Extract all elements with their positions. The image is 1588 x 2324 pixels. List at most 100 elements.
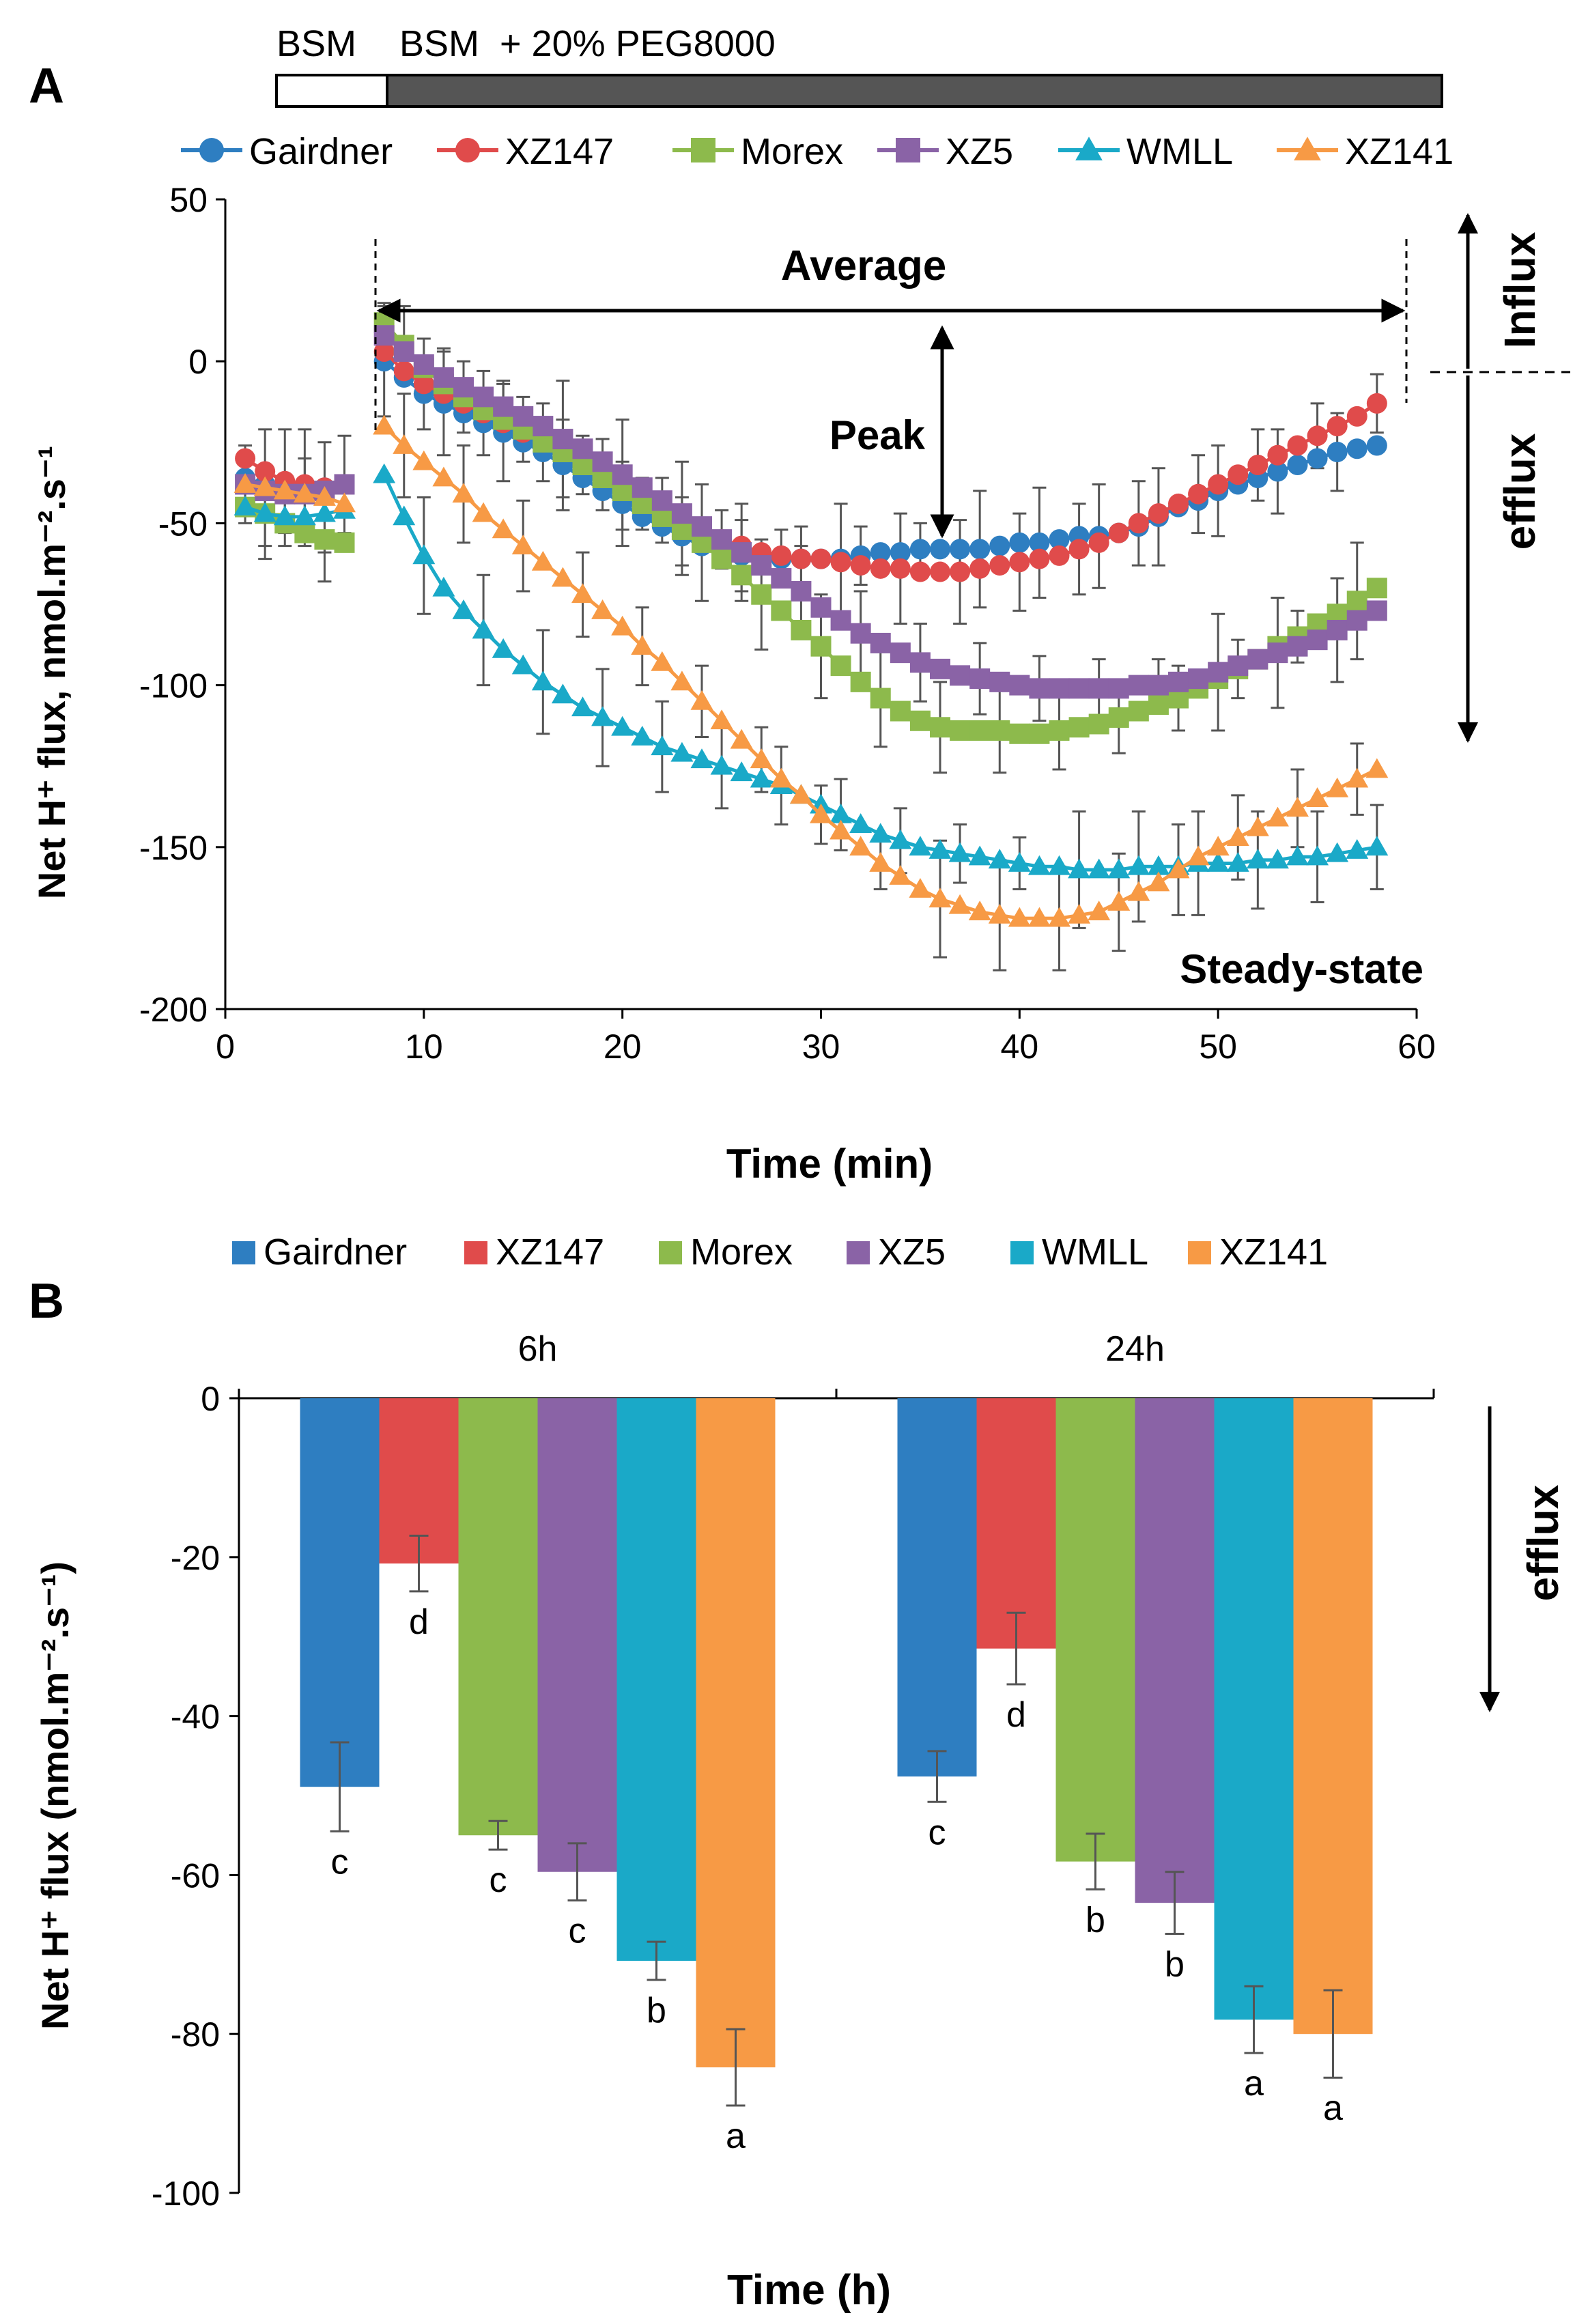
data-point-xz5 <box>473 386 494 408</box>
data-point-morex <box>930 717 950 738</box>
data-point-xz5 <box>1188 668 1209 690</box>
y-tick-label-a: -150 <box>139 829 208 867</box>
data-point-xz141 <box>591 599 614 619</box>
data-point-wmll <box>1266 849 1289 869</box>
data-point-xz141 <box>1048 907 1071 927</box>
data-point-xz141 <box>511 535 535 554</box>
series-xz5 <box>235 325 1387 699</box>
legend-b-swatch-xz141 <box>1188 1241 1211 1264</box>
legend-a-marker-xz147 <box>455 138 480 162</box>
data-point-xz5 <box>651 490 672 511</box>
data-point-wmll <box>1008 852 1031 872</box>
legend-a-marker-wmll <box>1075 137 1103 160</box>
data-point-xz141 <box>373 414 396 435</box>
data-point-xz141 <box>1346 767 1369 788</box>
data-point-xz141 <box>750 748 773 769</box>
data-point-xz141 <box>1127 881 1150 901</box>
data-point-xz147 <box>413 373 434 395</box>
data-point-xz141 <box>849 836 873 856</box>
data-point-xz5 <box>890 642 911 664</box>
data-point-morex <box>830 655 851 677</box>
data-point-wmll <box>1127 855 1150 875</box>
data-point-morex <box>1068 717 1090 738</box>
data-point-xz5 <box>1009 675 1030 696</box>
data-point-xz5 <box>1366 600 1387 621</box>
y-tick-label-b: 0 <box>201 1380 220 1418</box>
series-xz141 <box>233 414 1389 927</box>
data-point-xz147 <box>1088 532 1109 553</box>
data-point-xz5 <box>1029 678 1050 699</box>
data-point-xz141 <box>1306 787 1329 808</box>
data-point-xz141 <box>651 651 674 671</box>
data-point-xz147 <box>1228 464 1249 485</box>
y-tick-label-a: 50 <box>169 181 208 219</box>
panel-a-letter: A <box>29 59 64 113</box>
legend-a-label-gairdner: Gairdner <box>249 131 393 172</box>
data-point-wmll <box>830 803 853 823</box>
data-point-xz147 <box>870 558 891 579</box>
data-point-xz141 <box>869 852 892 872</box>
series-line-gairdner <box>383 360 1378 561</box>
data-point-xz5 <box>1108 678 1129 699</box>
data-point-gairdner <box>890 542 911 563</box>
data-point-xz141 <box>1187 845 1210 866</box>
data-point-gairdner <box>969 539 991 560</box>
legend-a-marker-xz141 <box>1294 137 1321 160</box>
data-point-wmll <box>651 735 674 756</box>
data-point-morex <box>334 532 355 553</box>
significance-letter-morex-6h: c <box>490 1860 507 1900</box>
data-point-morex <box>1029 723 1050 744</box>
legend-a-label-xz147: XZ147 <box>505 131 614 172</box>
annotations-a: Average Peak Steady-state Influx efflux <box>374 213 1570 992</box>
data-point-xz147 <box>1366 393 1387 414</box>
data-point-xz5 <box>1346 610 1367 631</box>
significance-letter-wmll-6h: b <box>647 1991 666 2030</box>
treatment-label-peg: BSM + 20% PEG8000 <box>399 23 776 64</box>
data-point-xz141 <box>690 690 713 710</box>
data-point-xz147 <box>1287 435 1308 456</box>
data-point-xz141 <box>412 450 436 470</box>
data-point-wmll <box>233 496 257 516</box>
data-point-xz147 <box>1307 425 1328 447</box>
data-point-wmll <box>1246 849 1269 869</box>
data-point-gairdner <box>989 535 1010 556</box>
data-point-wmll <box>492 638 515 658</box>
legend-a-label-wmll: WMLL <box>1126 131 1233 172</box>
data-point-gairdner <box>1029 532 1050 553</box>
data-point-wmll <box>869 823 892 843</box>
data-point-xz147 <box>1208 474 1229 495</box>
significance-letter-xz5-6h: c <box>569 1912 586 1951</box>
data-point-wmll <box>889 829 912 849</box>
data-point-xz147 <box>1188 483 1209 505</box>
data-point-wmll <box>432 576 455 597</box>
data-point-xz147 <box>969 558 991 579</box>
data-point-xz141 <box>948 894 972 914</box>
data-point-wmll <box>611 715 634 736</box>
data-point-xz141 <box>1266 806 1289 827</box>
data-point-morex <box>890 700 911 722</box>
data-point-xz147 <box>791 548 812 569</box>
y-axis-label-a: Net H⁺ flux, nmol.m⁻².s⁻¹ <box>30 446 73 899</box>
data-point-xz5 <box>1247 649 1268 670</box>
data-point-xz5 <box>453 377 474 398</box>
data-point-xz5 <box>1228 655 1249 677</box>
data-point-morex <box>1088 713 1109 735</box>
data-point-wmll <box>373 463 396 483</box>
data-point-xz147 <box>235 448 256 469</box>
bar-xz147-24h <box>976 1398 1056 1649</box>
data-point-wmll <box>928 839 952 859</box>
data-point-wmll <box>1088 858 1111 879</box>
legend-b-label-wmll: WMLL <box>1042 1232 1148 1273</box>
data-point-wmll <box>571 696 594 717</box>
y-tick-label-b: -40 <box>171 1698 220 1736</box>
legend-b-swatch-xz147 <box>464 1241 487 1264</box>
x-tick-label-a: 10 <box>405 1028 443 1066</box>
legend-a-marker-morex <box>691 138 715 162</box>
data-point-xz147 <box>1029 548 1050 569</box>
significance-letter-xz147-6h: d <box>409 1602 429 1642</box>
data-point-xz5 <box>1287 636 1308 657</box>
data-point-wmll <box>631 726 654 746</box>
data-point-xz141 <box>830 819 853 840</box>
data-point-morex <box>791 619 812 640</box>
